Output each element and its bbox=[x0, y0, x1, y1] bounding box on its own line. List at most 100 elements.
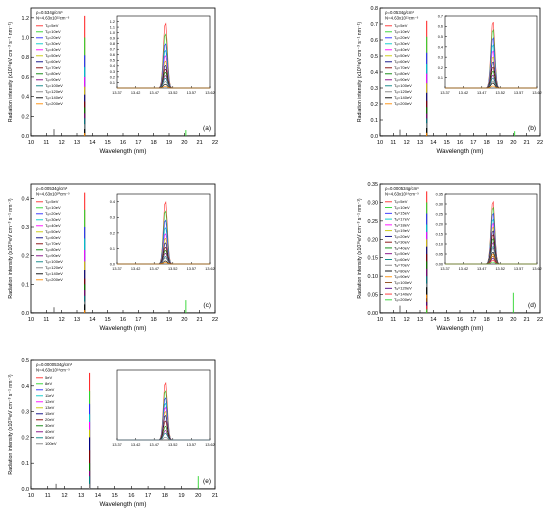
y-tick-label: 0.00 bbox=[368, 311, 379, 317]
x-tick-label: 12 bbox=[404, 317, 410, 323]
legend-entry: Tₑ=10eV bbox=[394, 205, 410, 210]
x-tick-label: 11 bbox=[390, 317, 396, 323]
x-tick-label: 17 bbox=[470, 317, 476, 323]
legend-entry: Tₑ=200eV bbox=[394, 297, 412, 302]
inset-peak-series-18 bbox=[445, 261, 537, 265]
x-tick-label: 14 bbox=[430, 317, 436, 323]
legend-entry: Tₑ=120eV bbox=[394, 89, 412, 94]
y-tick-label: 0.5 bbox=[22, 358, 30, 364]
x-tick-label: 13 bbox=[74, 317, 80, 323]
panel-e: 10 11 12 13 14 15 16 17 18 19 20 21 0.0 0.1 0.2 0.3 0.4 0… bbox=[8, 358, 218, 508]
x-tick-label: 14 bbox=[89, 317, 95, 323]
legend-entry: Tₑ=10eV bbox=[394, 29, 410, 34]
legend-entry: Tₑ=19eV bbox=[394, 228, 410, 233]
inset-y-tick-label: 0.2 bbox=[438, 66, 443, 70]
legend-entry: Tₑ=5eV bbox=[394, 199, 408, 204]
x-tick-label: 20 bbox=[510, 317, 516, 323]
y-tick-label: 0.4 bbox=[22, 196, 30, 202]
y-tick-label: 1.2 bbox=[22, 16, 30, 22]
x-tick-label: 22 bbox=[212, 317, 218, 323]
inset-y-tick-label: 0.15 bbox=[436, 232, 443, 236]
inset-y-tick-label: 0.3 bbox=[438, 56, 443, 60]
x-tick-label: 15 bbox=[112, 493, 118, 499]
legend-entry: Tₑ=30eV bbox=[45, 41, 61, 46]
inset-b: 13.37 13.42 13.47 13.52 13.57 13.62 0.1 0.2 0.3 0… bbox=[438, 14, 542, 95]
legend-entry: 100eV bbox=[45, 441, 57, 446]
x-tick-label: 20 bbox=[181, 140, 187, 146]
legend-entry: Tₑ=90eV bbox=[394, 274, 410, 279]
y-tick-label: 0.1 bbox=[22, 461, 30, 467]
inset-x-tick-label: 13.42 bbox=[459, 91, 469, 95]
legend-entry: 13eV bbox=[45, 405, 55, 410]
inset-x-tick-label: 13.62 bbox=[205, 443, 215, 447]
y-tick-label: 0.30 bbox=[368, 200, 379, 206]
x-tick-label: 13 bbox=[417, 140, 423, 146]
x-tick-label: 17 bbox=[470, 140, 476, 146]
x-tick-label: 22 bbox=[537, 140, 543, 146]
x-tick-label: 19 bbox=[497, 140, 503, 146]
legend-entry: Tₑ=140eV bbox=[394, 291, 412, 296]
inset-x-tick-label: 13.37 bbox=[440, 91, 450, 95]
legend-entry: Tₑ=100eV bbox=[394, 83, 412, 88]
inset-x-tick-label: 13.62 bbox=[532, 267, 542, 271]
y-tick-label: 0.1 bbox=[371, 118, 379, 124]
x-tick-label: 21 bbox=[197, 140, 203, 146]
inset-y-tick-label: 0.05 bbox=[436, 252, 443, 256]
legend-entry: Tₑ=30eV bbox=[45, 217, 61, 222]
y-tick-label: 0.4 bbox=[22, 384, 30, 390]
x-tick-label: 15 bbox=[105, 140, 111, 146]
legend-entry: Tₑ=100eV bbox=[45, 83, 63, 88]
inset-y-tick-label: 0.35 bbox=[436, 192, 443, 196]
inset-d: 13.37 13.42 13.47 13.52 13.57 13.62 0.00 0.05 0.… bbox=[436, 192, 542, 271]
inset-y-tick-label: 0.6 bbox=[110, 53, 115, 57]
inset-peak-series-14 bbox=[117, 262, 210, 265]
inset-y-tick-label: 0.6 bbox=[438, 25, 443, 29]
x-tick-label: 19 bbox=[497, 317, 503, 323]
x-tick-label: 22 bbox=[537, 317, 543, 323]
legend-entry: Tₑ=120eV bbox=[394, 286, 412, 291]
x-axis-label: Wavelength (nm) bbox=[100, 501, 147, 508]
legend-entry: Tₑ=10eV bbox=[45, 205, 61, 210]
x-tick-label: 16 bbox=[457, 140, 463, 146]
legend-entry: Tₑ=60eV bbox=[45, 235, 61, 240]
inset-y-tick-label: 0.9 bbox=[110, 37, 115, 41]
legend-entry: Tₑ=200eV bbox=[45, 101, 63, 106]
y-tick-label: 0.6 bbox=[371, 38, 379, 44]
inset-x-tick-label: 13.62 bbox=[532, 91, 542, 95]
x-tick-label: 16 bbox=[128, 493, 134, 499]
legend-entry: Tₑ=10eV bbox=[45, 29, 61, 34]
x-tick-label: 18 bbox=[151, 317, 157, 323]
inset-x-tick-label: 13.37 bbox=[440, 267, 450, 271]
y-tick-label: 0.2 bbox=[22, 435, 30, 441]
x-tick-label: 13 bbox=[78, 493, 84, 499]
panel-label: (b) bbox=[528, 125, 536, 132]
inset-x-tick-label: 13.42 bbox=[131, 91, 141, 95]
x-tick-label: 16 bbox=[457, 317, 463, 323]
y-tick-label: 0.4 bbox=[22, 95, 30, 101]
x-tick-label: 21 bbox=[212, 493, 218, 499]
inset-x-tick-label: 13.47 bbox=[477, 91, 487, 95]
inset-x-tick-label: 13.62 bbox=[205, 91, 215, 95]
x-tick-label: 18 bbox=[162, 493, 168, 499]
x-tick-label: 10 bbox=[28, 493, 34, 499]
inset-y-tick-label: 0.2 bbox=[110, 75, 115, 79]
inset-x-tick-label: 13.52 bbox=[495, 91, 505, 95]
legend-entry: Tₑ=140eV bbox=[45, 95, 63, 100]
x-tick-label: 18 bbox=[151, 140, 157, 146]
y-tick-label: 0.2 bbox=[22, 114, 30, 120]
legend-entry: Tₑ=20eV bbox=[394, 234, 410, 239]
y-tick-label: 0.0 bbox=[22, 311, 30, 317]
legend-entry: 40eV bbox=[45, 429, 55, 434]
panel-c: 10 11 12 13 14 15 16 17 18 19 20 21 22 0.0 0.1 0.2 0.3 0.… bbox=[8, 183, 218, 332]
inset-x-tick-label: 13.42 bbox=[131, 443, 141, 447]
inset-y-tick-label: 1.0 bbox=[110, 31, 115, 35]
y-tick-label: 0.4 bbox=[371, 70, 379, 76]
inset-x-tick-label: 13.52 bbox=[168, 91, 178, 95]
legend-entry: Tₑ=30eV bbox=[394, 41, 410, 46]
x-axis-label: Wavelength (nm) bbox=[100, 325, 147, 332]
legend-entry: Tₑ=60eV bbox=[394, 257, 410, 262]
legend-entry: Tₑ=50eV bbox=[45, 229, 61, 234]
x-tick-label: 17 bbox=[135, 140, 141, 146]
y-tick-label: 0.0 bbox=[371, 134, 379, 140]
legend-entry: Tₑ=140eV bbox=[45, 271, 63, 276]
